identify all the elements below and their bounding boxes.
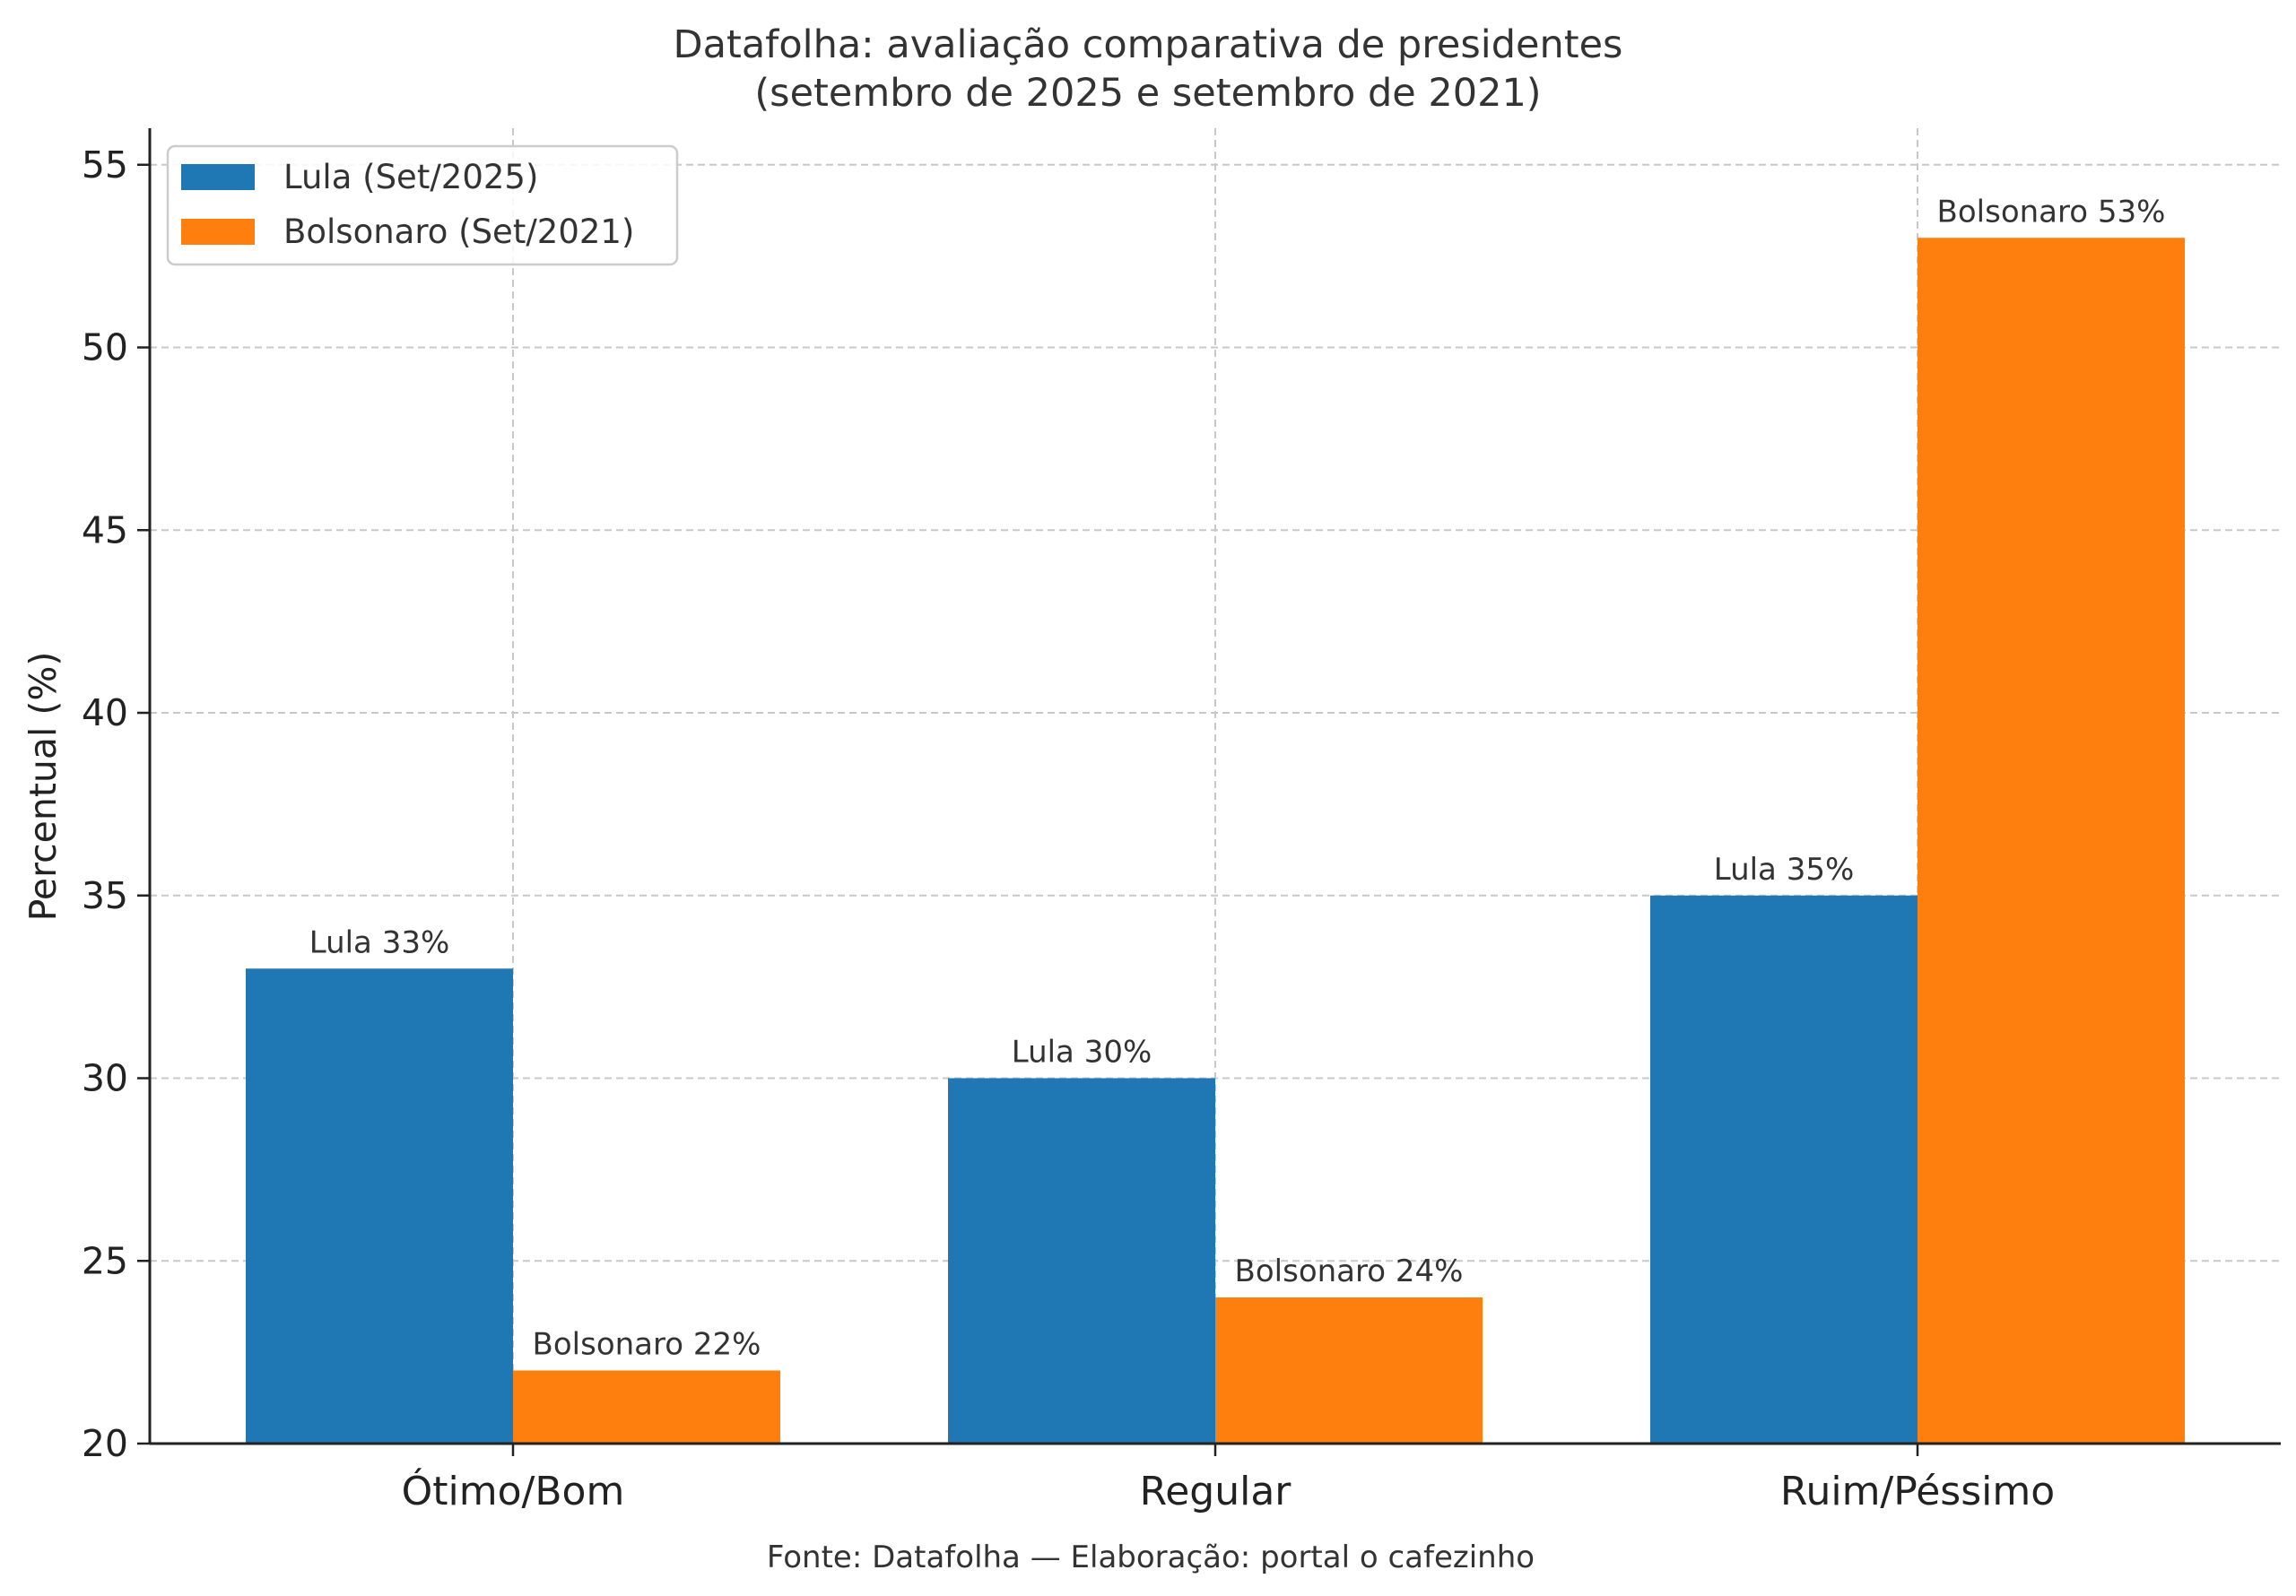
y-tick-label: 55 bbox=[82, 143, 128, 186]
data-label: Lula 35% bbox=[1714, 852, 1855, 888]
legend-swatch-bolsonaro bbox=[181, 219, 255, 245]
y-tick-label: 40 bbox=[82, 691, 128, 734]
data-label: Lula 30% bbox=[1012, 1035, 1152, 1071]
data-label: Bolsonaro 53% bbox=[1937, 194, 2166, 230]
legend: Lula (Set/2025) Bolsonaro (Set/2021) bbox=[166, 144, 679, 266]
y-tick-label: 25 bbox=[82, 1239, 128, 1282]
y-axis-label: Percentual (%) bbox=[22, 652, 65, 922]
bar-lula bbox=[246, 968, 513, 1444]
chart-subtitle: (setembro de 2025 e setembro de 2021) bbox=[754, 71, 1541, 116]
axes: 20 25 30 35 40 45 50 55 Ótimo/Bom Regular Ruim/Pés… bbox=[82, 128, 2281, 1514]
legend-label-lula: Lula (Set/2025) bbox=[283, 158, 538, 196]
source-note: Fonte: Datafolha — Elaboração: portal o … bbox=[767, 1540, 1535, 1575]
x-tick-label: Ótimo/Bom bbox=[402, 1467, 625, 1514]
y-tick-label: 30 bbox=[82, 1057, 128, 1100]
data-label: Bolsonaro 22% bbox=[533, 1327, 761, 1363]
legend-frame bbox=[166, 144, 679, 266]
data-labels: Lula 33% Lula 30% Lula 35% Bolsonaro 22% Bol… bbox=[309, 194, 2166, 1362]
bar-bolsonaro bbox=[513, 1370, 780, 1444]
bar-lula bbox=[1650, 895, 1918, 1444]
bar-lula bbox=[948, 1078, 1215, 1444]
bar-bolsonaro bbox=[1215, 1297, 1483, 1444]
y-tick-label: 45 bbox=[82, 508, 128, 551]
legend-swatch-lula bbox=[181, 164, 255, 190]
bar-bolsonaro bbox=[1918, 238, 2185, 1444]
bars bbox=[246, 238, 2185, 1444]
data-label: Lula 33% bbox=[309, 924, 450, 960]
x-tick-label: Ruim/Péssimo bbox=[1780, 1469, 2055, 1514]
data-label: Bolsonaro 24% bbox=[1235, 1253, 1464, 1289]
chart-title: Datafolha: avaliação comparativa de pres… bbox=[674, 22, 1623, 67]
y-tick-label: 50 bbox=[82, 326, 128, 369]
y-tick-label: 35 bbox=[82, 874, 128, 917]
y-tick-label: 20 bbox=[82, 1422, 128, 1465]
legend-label-bolsonaro: Bolsonaro (Set/2021) bbox=[283, 213, 634, 251]
x-tick-label: Regular bbox=[1140, 1469, 1292, 1514]
